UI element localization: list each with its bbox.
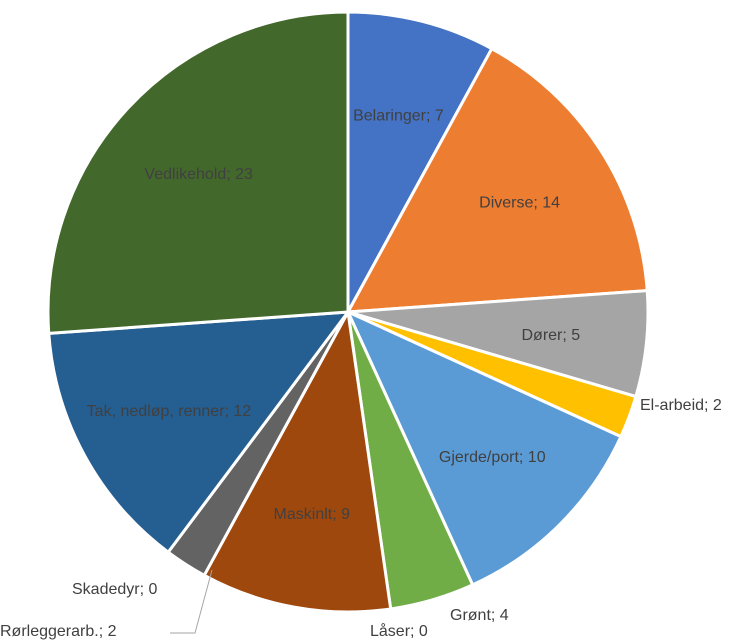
data-label-el-arbeid: El-arbeid; 2 bbox=[640, 397, 722, 414]
data-label-diverse: Diverse; 14 bbox=[479, 195, 560, 212]
leader-line-rørleggerarb bbox=[170, 569, 213, 634]
data-label-vedlikehold: Vedlikehold; 23 bbox=[144, 166, 253, 183]
data-label-skadedyr: Skadedyr; 0 bbox=[72, 581, 157, 598]
data-label-rørleggerarb: Rørleggerarb.; 2 bbox=[0, 623, 117, 640]
pie-slice-gjerde-port bbox=[346, 310, 623, 587]
data-label-gjerde-port: Gjerde/port; 10 bbox=[439, 449, 546, 466]
pie-slice-tak-nedløp-renner bbox=[47, 310, 350, 554]
pie-slice-diverse bbox=[346, 47, 649, 314]
data-label-belaringer: Belaringer; 7 bbox=[353, 107, 444, 124]
data-label-maskinlt: Maskinlt; 9 bbox=[274, 506, 351, 523]
data-label-dører: Dører; 5 bbox=[521, 327, 580, 344]
data-label-grønt: Grønt; 4 bbox=[450, 607, 509, 624]
leader-lines bbox=[170, 569, 213, 634]
pie-slice-maskinlt bbox=[202, 310, 393, 614]
data-labels: Belaringer; 7 Diverse; 14 Dører; 5 El-arbei… bbox=[0, 107, 722, 640]
pie-slice-vedlikehold bbox=[46, 10, 350, 335]
data-label-låser: Låser; 0 bbox=[370, 622, 428, 640]
pie-slices bbox=[46, 10, 650, 614]
pie-slice-belaringer bbox=[346, 10, 494, 314]
data-label-tak-nedløp-renner: Tak, nedløp, renner; 12 bbox=[87, 403, 252, 420]
